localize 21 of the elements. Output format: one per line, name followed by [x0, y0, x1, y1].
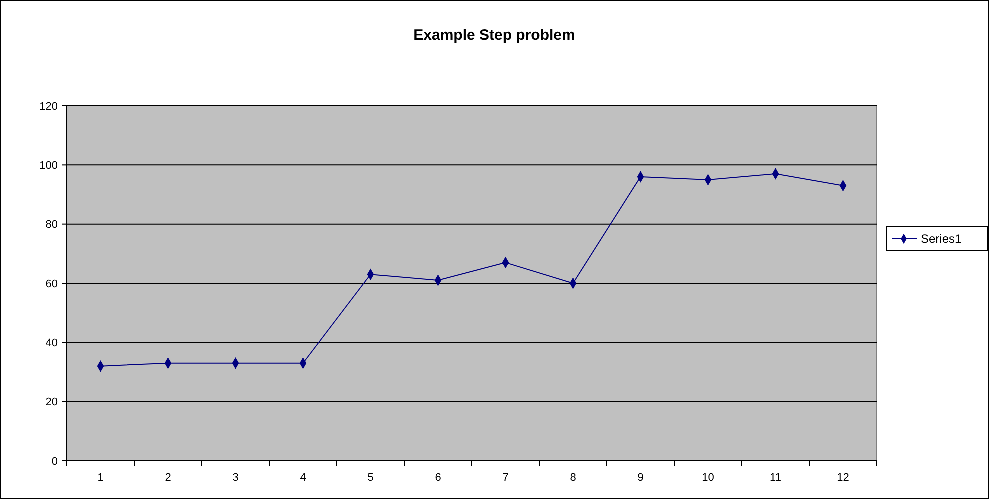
x-tick-label: 10 — [702, 472, 714, 484]
y-tick-label: 80 — [46, 219, 58, 232]
x-tick-label: 8 — [570, 472, 576, 484]
x-tick-label: 11 — [770, 472, 782, 484]
y-tick-label: 0 — [52, 456, 58, 468]
x-tick-label: 9 — [638, 472, 644, 484]
x-tick-label: 12 — [837, 472, 850, 484]
x-tick-label: 7 — [502, 472, 509, 484]
x-tick-label: 4 — [300, 472, 306, 484]
y-tick-label: 120 — [40, 100, 58, 113]
y-tick-label: 40 — [46, 338, 58, 350]
chart-title: Example Step problem — [414, 27, 576, 44]
x-tick-label: 5 — [368, 472, 374, 484]
x-tick-label: 1 — [98, 472, 104, 484]
x-tick-label: 2 — [165, 472, 172, 484]
y-tick-label: 60 — [46, 278, 58, 290]
x-tick-label: 3 — [232, 472, 239, 484]
y-tick-label: 100 — [40, 160, 58, 172]
y-tick-label: 20 — [46, 396, 58, 409]
x-tick-label: 6 — [435, 472, 442, 484]
legend-label: Series1 — [921, 232, 962, 246]
